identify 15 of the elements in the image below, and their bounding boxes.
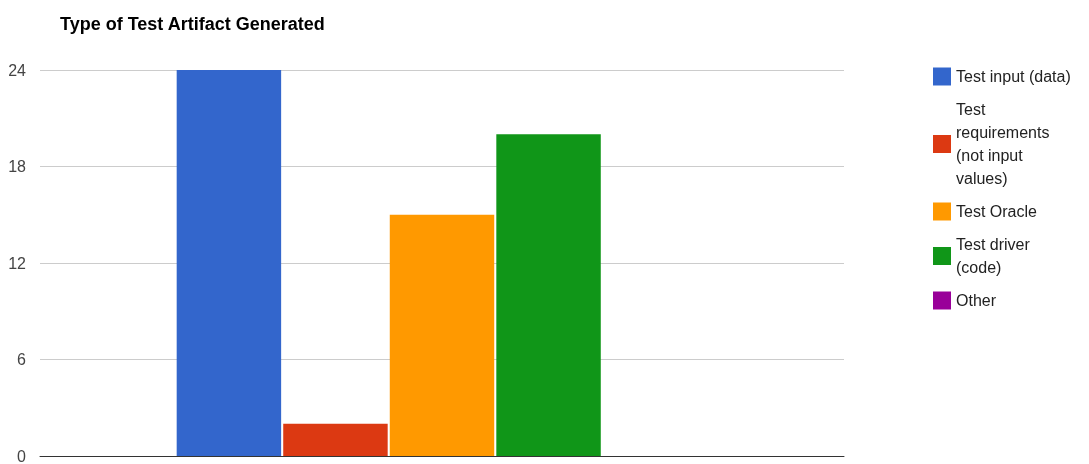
legend-label: Test Oracle [956, 203, 1038, 220]
bar [176, 70, 282, 456]
legend-label: Other [956, 292, 997, 309]
legend-label: Test input (data) [956, 68, 1071, 85]
y-tick-label: 6 [17, 351, 27, 368]
bar [283, 423, 388, 456]
legend-label: Test driver (code) [956, 236, 1035, 276]
y-tick-label: 0 [17, 447, 27, 464]
y-tick-label: 18 [8, 158, 27, 175]
bar [389, 214, 495, 456]
chart-title: Type of Test Artifact Generated [60, 14, 325, 34]
legend-label: Test requirements (not input values) [956, 101, 1054, 187]
bar [496, 134, 601, 456]
y-tick-label: 24 [8, 61, 27, 79]
y-tick-label: 12 [8, 254, 27, 272]
